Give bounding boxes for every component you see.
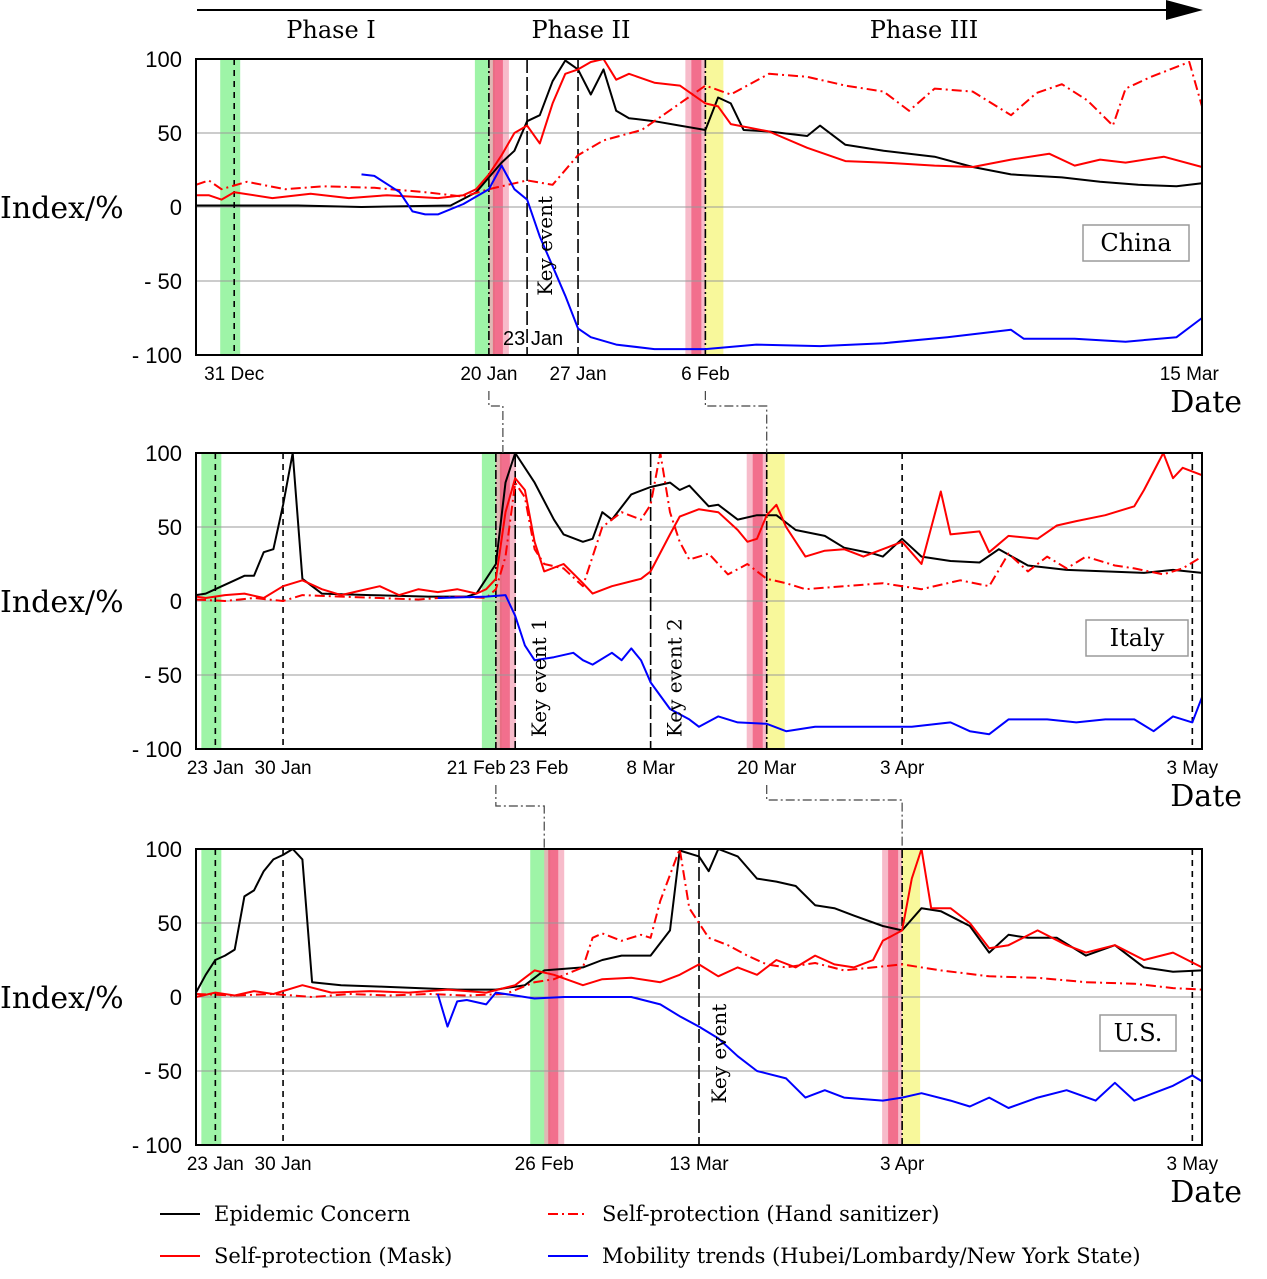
phase-2-label: Phase II [531,16,630,44]
x-tick-label: 13 Mar [669,1154,729,1175]
x-tick-label: 3 Apr [880,1154,925,1175]
region-label: China [1100,229,1171,257]
y-axis-label: Index/% [0,191,124,226]
y-tick-label: 100 [145,47,182,72]
legend-label-0: Epidemic Concern [214,1202,410,1226]
legend-label-1: Self-protection (Hand sanitizer) [602,1202,940,1226]
series-line-1 [195,452,1203,599]
annotation-label: Key event 2 [663,618,687,737]
x-tick-label: 3 May [1166,758,1218,779]
region-label: Italy [1110,624,1165,652]
y-axis: 100 50 0 - 50 - 100 Index/% [0,837,182,1158]
gridlines [196,526,1202,676]
y-axis-label: Index/% [0,585,124,620]
y-tick-label: 100 [145,441,182,466]
annotation-label: Key event [533,196,557,296]
connector-italy-us-a [495,785,545,849]
annotations: 23 Jan Key event [503,196,563,350]
y-tick-label: 50 [158,911,182,936]
y-tick-label: - 50 [144,269,182,294]
chart-panels: 100 50 0 - 50 - 100 Index/% 31 Dec 20 Jan 27 Jan… [0,47,1242,1210]
y-tick-label: 50 [158,515,182,540]
series-line-0 [195,848,1203,994]
region-label: U.S. [1114,1019,1163,1047]
event-lines [214,453,1194,749]
phase-3-label: Phase III [870,16,979,44]
y-tick-label: 0 [170,985,182,1010]
y-tick-label: - 50 [144,1059,182,1084]
x-tick-label: 30 Jan [255,1154,312,1175]
phase-header: Phase I Phase II Phase III [197,0,1203,44]
series-line-2 [195,61,1203,198]
series-line-3 [436,991,1203,1109]
series-lines [195,452,1203,736]
x-tick-label: 6 Feb [681,364,730,385]
panel-connectors [488,391,903,849]
chart-panel-2: 100 50 0 - 50 - 100 Index/% 23 Jan 30 Jan 26 Feb… [0,837,1242,1210]
y-axis-label: Index/% [0,981,124,1016]
x-axis-label: Date [1170,385,1242,420]
y-tick-label: - 50 [144,663,182,688]
legend-label-2: Self-protection (Mask) [214,1244,452,1268]
series-line-0 [195,452,1203,598]
y-axis: 100 50 0 - 50 - 100 Index/% [0,441,182,762]
event-lines [233,59,707,355]
event-lines [214,849,1194,1145]
y-tick-label: 50 [158,121,182,146]
y-tick-label: 0 [170,195,182,220]
legend: Epidemic Concern Self-protection (Hand sa… [160,1202,1141,1268]
y-tick-label: - 100 [132,737,182,762]
x-axis-label: Date [1170,779,1242,814]
legend-label-3: Mobility trends (Hubei/Lombardy/New York… [602,1244,1141,1268]
chart-panel-1: 100 50 0 - 50 - 100 Index/% 23 Jan 30 Jan 21 Feb… [0,441,1242,814]
series-line-0 [196,59,1203,208]
connector-italy-us-b [766,785,903,849]
annotation-label: 23 Jan [503,328,563,350]
x-axis-label: Date [1170,1175,1242,1210]
x-tick-label: 30 Jan [255,758,312,779]
phase-arrow-head [1166,0,1203,20]
region-box [1082,224,1190,262]
region-box [1085,619,1189,657]
x-tick-label: 31 Dec [204,364,264,385]
plot-frame [195,452,1203,750]
series-line-3 [361,164,1203,351]
annotation-label: Key event 1 [527,618,551,737]
annotation-label: Key event [707,1004,731,1104]
x-tick-label: 21 Feb [447,758,506,779]
x-tick-label: 8 Mar [626,758,675,779]
y-axis: 100 50 0 - 50 - 100 Index/% [0,47,182,368]
x-tick-label: 23 Feb [509,758,568,779]
x-tick-label: 26 Feb [515,1154,574,1175]
y-tick-label: - 100 [132,343,182,368]
connector-china-italy-a [488,391,504,453]
x-tick-label: 15 Mar [1160,364,1220,385]
region-box [1099,1014,1177,1052]
y-tick-label: 100 [145,837,182,862]
series-line-3 [437,594,1203,736]
series-line-1 [195,848,1203,998]
series-line-2 [195,848,1203,998]
annotations: Key event 1 Key event 2 [527,618,686,737]
x-tick-label: 23 Jan [187,758,244,779]
x-tick-label: 3 May [1166,1154,1218,1175]
x-tick-label: 20 Jan [460,364,517,385]
x-axis: 23 Jan 30 Jan 21 Feb 23 Feb 8 Mar 20 Mar 3 Apr… [187,758,1242,814]
x-tick-label: 3 Apr [880,758,925,779]
y-tick-label: - 100 [132,1133,182,1158]
plot-frame [195,848,1203,1146]
series-lines [195,848,1203,1109]
x-tick-label: 20 Mar [737,758,797,779]
annotations: Key event [707,1004,731,1104]
x-tick-label: 23 Jan [187,1154,244,1175]
plot-frame [195,58,1203,356]
connector-china-italy-b [704,391,768,453]
phase-1-label: Phase I [286,16,376,44]
chart-panel-0: 100 50 0 - 50 - 100 Index/% 31 Dec 20 Jan 27 Jan… [0,47,1242,420]
y-tick-label: 0 [170,589,182,614]
x-tick-label: 27 Jan [550,364,607,385]
